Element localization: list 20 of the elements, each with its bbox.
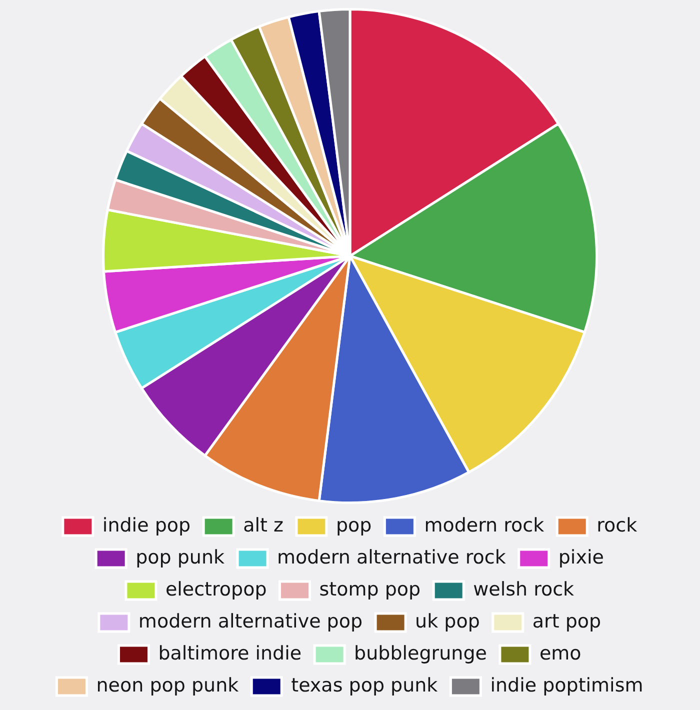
legend-label: neon pop punk bbox=[96, 674, 239, 696]
legend-label: pop punk bbox=[136, 546, 225, 568]
legend-label: modern alternative rock bbox=[277, 546, 506, 568]
legend-label: emo bbox=[539, 642, 582, 664]
legend-label: modern rock bbox=[424, 514, 544, 536]
legend-label: baltimore indie bbox=[158, 642, 302, 664]
legend-label: indie poptimism bbox=[490, 674, 644, 696]
legend-label: indie pop bbox=[102, 514, 191, 536]
legend-label: texas pop punk bbox=[291, 674, 438, 696]
legend-label: pixie bbox=[558, 546, 604, 568]
legend-label: welsh rock bbox=[473, 578, 574, 600]
legend-label: pop bbox=[336, 514, 372, 536]
legend-label: alt z bbox=[243, 514, 284, 536]
legend-label: uk pop bbox=[415, 610, 480, 632]
legend-label: rock bbox=[596, 514, 638, 536]
legend-label: stomp pop bbox=[319, 578, 421, 600]
legend-label: art pop bbox=[532, 610, 602, 632]
legend-label: modern alternative pop bbox=[138, 610, 363, 632]
legend-label: electropop bbox=[165, 578, 267, 600]
legend-label: bubblegrunge bbox=[354, 642, 487, 664]
